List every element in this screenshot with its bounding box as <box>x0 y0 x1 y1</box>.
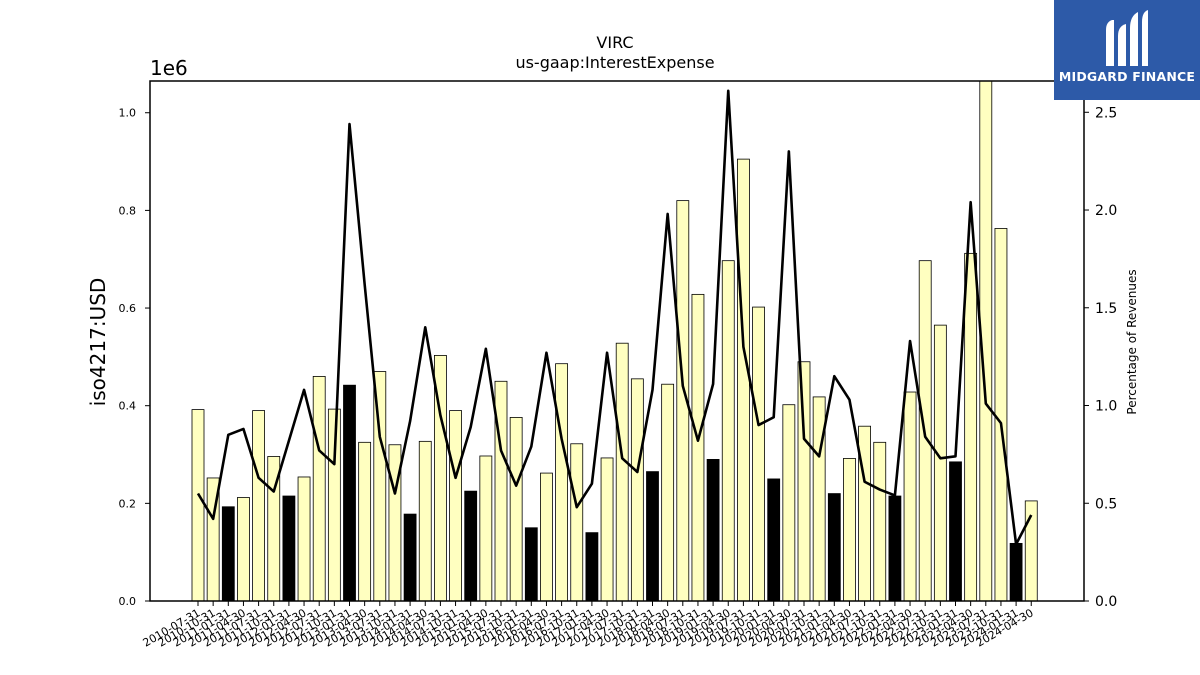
percentage-line-series <box>196 89 1033 546</box>
y-tick-label: 0.8 <box>119 204 137 217</box>
y2-tick-label: 1.5 <box>1095 301 1117 317</box>
y2-tick-label: 2.5 <box>1095 105 1117 121</box>
bar-2023-04-30 <box>964 252 978 602</box>
bar-2018-04-30 <box>661 383 675 602</box>
bar-2022-04-30 <box>903 391 917 602</box>
bar-2015-04-30 <box>479 455 493 602</box>
bar-2021-10-31 <box>873 441 887 602</box>
bar-2016-10-31 <box>570 443 584 602</box>
bar-2022-01-31 <box>888 495 902 602</box>
y-tick-label: 1.0 <box>119 107 137 120</box>
bar-2023-01-31 <box>949 461 962 602</box>
plot-frame <box>149 80 1085 602</box>
bar-2020-04-30 <box>782 404 796 602</box>
bar-2011-01-31 <box>221 506 235 602</box>
y-tick-label: 0.4 <box>119 400 137 413</box>
bar-2020-07-31 <box>797 361 811 602</box>
bar-2013-04-30 <box>358 441 372 602</box>
bar-2018-01-31 <box>646 471 659 602</box>
bar-2022-10-31 <box>933 324 947 602</box>
bar-2023-10-31 <box>994 228 1008 602</box>
bar-2013-01-31 <box>343 384 356 602</box>
bar-2010-07-31 <box>191 409 205 602</box>
midgard-logo-icon <box>1106 10 1148 66</box>
bar-2015-01-31 <box>464 490 478 602</box>
y2-tick-label: 0.0 <box>1095 594 1117 610</box>
bar-2012-04-30 <box>297 476 311 602</box>
chart-title: VIRC <box>596 33 633 52</box>
axes: 0.00.20.40.60.81.00.00.51.01.52.02.52010… <box>119 80 1117 650</box>
bar-2018-10-31 <box>691 293 705 602</box>
bar-2019-04-30 <box>721 260 735 602</box>
bar-2019-07-31 <box>737 158 750 602</box>
bar-2021-04-30 <box>843 458 856 602</box>
bar-2011-07-31 <box>252 410 266 602</box>
y2-axis-label: Percentage of Revenues <box>1125 269 1139 414</box>
y2-tick-label: 0.5 <box>1095 496 1117 512</box>
bar-2017-10-31 <box>630 378 644 602</box>
bar-2024-01-31 <box>1009 542 1023 602</box>
y-tick-label: 0.0 <box>119 595 137 608</box>
percentage-line <box>196 89 1033 546</box>
y-tick-label: 0.2 <box>119 497 137 510</box>
bar-2016-01-31 <box>524 527 538 602</box>
bar-2017-04-30 <box>600 457 614 602</box>
bar-2011-04-30 <box>237 497 250 602</box>
bar-2016-04-30 <box>540 472 553 602</box>
bar-2014-01-31 <box>403 513 417 602</box>
bar-2015-10-31 <box>509 417 523 602</box>
bar-2019-01-31 <box>706 458 720 602</box>
chart-subtitle: us-gaap:InterestExpense <box>515 53 714 72</box>
bar-2014-04-30 <box>418 440 432 602</box>
bar-2017-07-31 <box>615 342 629 602</box>
bar-2020-01-31 <box>767 478 781 602</box>
bar-2021-01-31 <box>827 493 841 602</box>
bar-2019-10-31 <box>752 306 765 602</box>
y-offset-text: 1e6 <box>150 56 188 80</box>
y-tick-label: 0.6 <box>119 302 137 315</box>
bar-2016-07-31 <box>555 363 568 602</box>
y2-tick-label: 1.0 <box>1095 399 1117 415</box>
y-axis-label: iso4217:USD <box>86 278 110 407</box>
bar-2012-01-31 <box>282 495 296 602</box>
bar-2014-10-31 <box>449 410 462 602</box>
bar-2017-01-31 <box>585 532 599 602</box>
bar-2012-07-31 <box>312 375 326 602</box>
logo-name: MIDGARD FINANCE <box>1058 69 1196 84</box>
y2-tick-label: 2.0 <box>1095 203 1117 219</box>
midgard-finance-logo: MIDGARD FINANCE <box>1054 0 1200 100</box>
